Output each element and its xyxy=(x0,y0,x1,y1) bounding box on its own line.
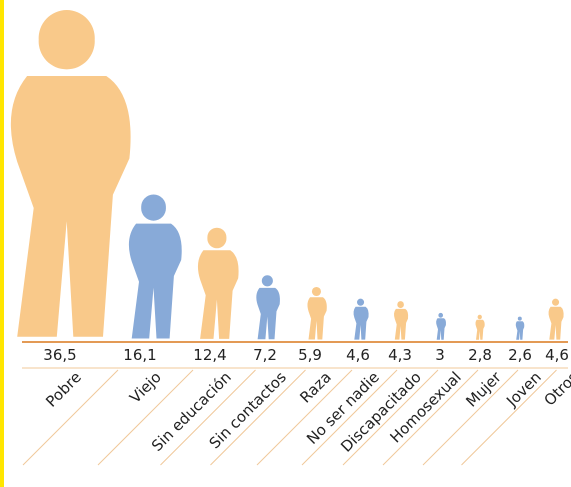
figure xyxy=(307,286,327,340)
value-label: 4,6 xyxy=(545,346,569,364)
side-bar xyxy=(0,0,4,487)
value-label: 7,2 xyxy=(253,346,277,364)
figure xyxy=(197,227,239,339)
divider xyxy=(301,369,398,466)
category-label: Viejo xyxy=(126,368,165,407)
figure xyxy=(353,298,369,340)
value-label: 2,8 xyxy=(468,346,492,364)
value-label: 12,4 xyxy=(193,346,226,364)
divider xyxy=(382,369,479,466)
divider xyxy=(342,369,439,466)
value-label: 36,5 xyxy=(43,346,76,364)
divider xyxy=(22,369,119,466)
figure xyxy=(256,275,280,340)
value-label: 5,9 xyxy=(298,346,322,364)
category-label: Otros xyxy=(540,368,571,410)
figure xyxy=(394,301,409,340)
divider xyxy=(160,369,256,466)
divider xyxy=(97,369,194,466)
value-label: 4,3 xyxy=(388,346,412,364)
figure xyxy=(548,298,564,340)
figure xyxy=(475,314,485,340)
value-label: 4,6 xyxy=(346,346,370,364)
figure xyxy=(10,10,131,337)
divider xyxy=(256,369,353,466)
divider xyxy=(422,369,519,466)
figure xyxy=(515,316,525,340)
category-label: Pobre xyxy=(42,368,85,411)
value-label: 16,1 xyxy=(123,346,156,364)
value-label: 3 xyxy=(435,346,445,364)
figure xyxy=(436,312,446,340)
category-label: Joven xyxy=(502,368,545,411)
value-label: 2,6 xyxy=(508,346,532,364)
divider xyxy=(461,369,557,466)
figure xyxy=(128,194,182,339)
divider xyxy=(210,369,306,466)
